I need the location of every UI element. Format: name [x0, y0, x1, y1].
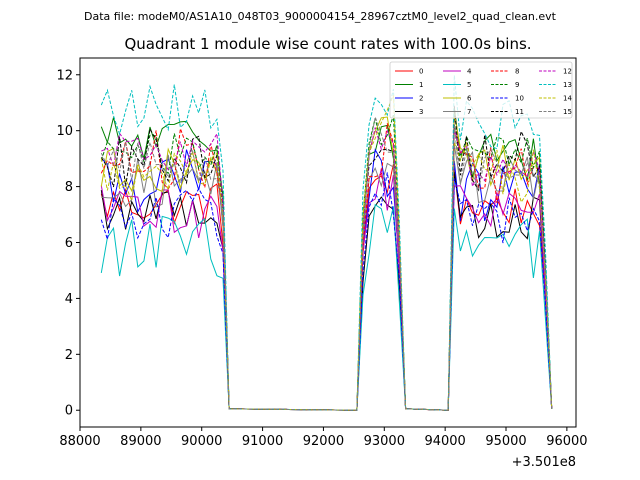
legend-label-1: 1	[419, 81, 423, 89]
legend-label-15: 15	[563, 108, 572, 116]
legend-label-12: 12	[563, 68, 572, 76]
x-tick-label-88000: 88000	[59, 434, 100, 449]
x-tick-label-96000: 96000	[546, 434, 587, 449]
series-line-7	[101, 144, 553, 411]
legend-label-5: 5	[467, 81, 471, 89]
series-line-9	[100, 115, 553, 411]
legend-box	[389, 61, 573, 119]
x-tick-label-94000: 94000	[424, 434, 465, 449]
x-tick-label-95000: 95000	[485, 434, 526, 449]
series-line-3	[100, 171, 553, 411]
series-line-2	[100, 148, 553, 411]
legend-label-0: 0	[419, 68, 423, 76]
legend-label-2: 2	[419, 95, 423, 103]
y-tick-label-8: 8	[65, 180, 73, 195]
legend-label-3: 3	[419, 108, 423, 116]
series-line-11	[100, 105, 553, 411]
axes-layer: 88000 89000 90000 91000 92000 93000 94000 95000…	[56, 68, 587, 449]
x-tick-label-93000: 93000	[364, 434, 405, 449]
series-line-5	[100, 203, 553, 411]
series-line-4	[100, 168, 553, 411]
legend-label-7: 7	[467, 108, 471, 116]
x-offset-text: +3.501e8	[512, 455, 576, 470]
x-tick-label-91000: 91000	[242, 434, 283, 449]
y-tick-label-0: 0	[65, 404, 73, 419]
series-line-0	[100, 164, 553, 411]
legend-label-9: 9	[515, 81, 519, 89]
series-line-13	[100, 75, 553, 411]
y-tick-label-4: 4	[65, 292, 73, 307]
series-line-1	[100, 107, 553, 411]
y-tick-label-6: 6	[65, 236, 73, 251]
y-tick-label-12: 12	[56, 68, 73, 83]
legend-label-13: 13	[563, 81, 572, 89]
y-tick-label-2: 2	[65, 348, 73, 363]
legend-label-10: 10	[515, 95, 524, 103]
legend-label-6: 6	[467, 95, 472, 103]
x-tick-label-90000: 90000	[181, 434, 222, 449]
series-line-8	[100, 123, 553, 411]
series-layer	[100, 75, 553, 411]
legend-label-4: 4	[467, 68, 472, 76]
series-line-15	[100, 115, 553, 411]
chart-title: Quadrant 1 module wise count rates with …	[124, 35, 531, 53]
x-tick-label-89000: 89000	[120, 434, 161, 449]
suptitle: Data file: modeM0/AS1A10_048T03_90000041…	[84, 10, 557, 23]
legend-label-11: 11	[515, 108, 524, 116]
legend-label-8: 8	[515, 68, 519, 76]
y-tick-label-10: 10	[56, 124, 73, 139]
series-line-10	[100, 172, 553, 411]
x-tick-label-92000: 92000	[303, 434, 344, 449]
legend-label-14: 14	[563, 95, 572, 103]
